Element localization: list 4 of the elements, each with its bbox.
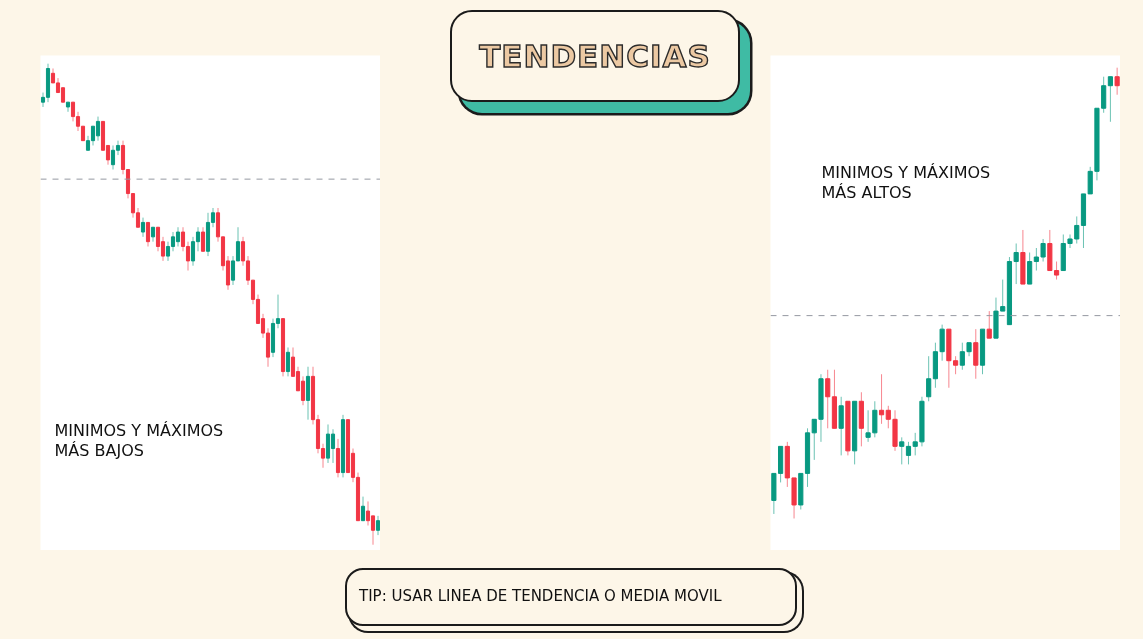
- annotation: MINIMOS Y MÁXIMOS MÁS ALTOS: [821, 162, 991, 202]
- chart-title: TENDENCIAS: [450, 10, 740, 102]
- annotation: MINIMOS Y MÁXIMOS MÁS BAJOS: [54, 420, 224, 460]
- text: TIP: USAR LINEA DE TENDENCIA O MEDIA MOVIL: [345, 568, 797, 626]
